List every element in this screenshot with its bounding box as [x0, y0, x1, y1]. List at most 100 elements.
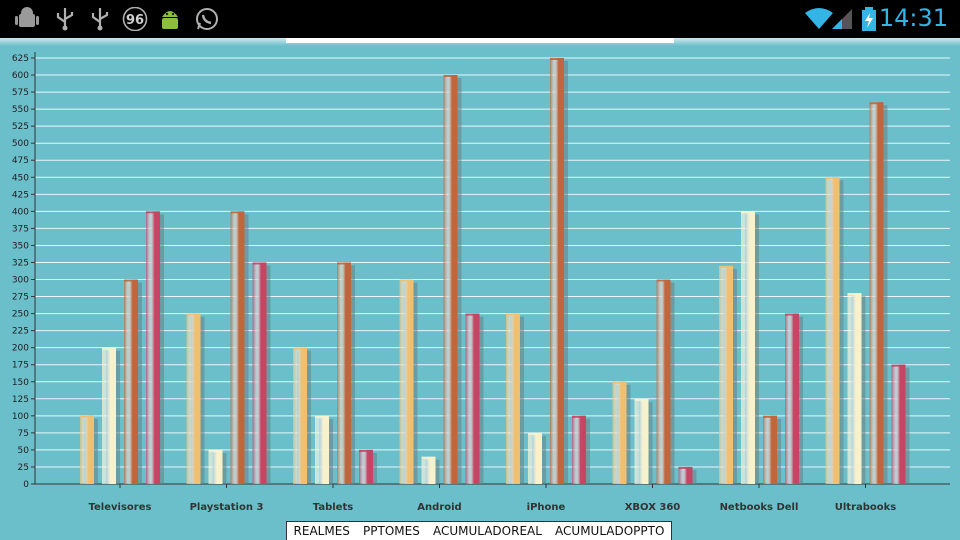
legend-item-realmes: REALMES: [293, 524, 350, 538]
bar-realmes: [825, 177, 840, 484]
x-tick-label: Tablets: [313, 502, 353, 513]
bar-top: [337, 262, 351, 265]
x-tick-label: iPhone: [527, 502, 566, 513]
bar-pptomes: [102, 347, 116, 484]
bar-top: [421, 456, 436, 459]
y-tick-label: 0: [23, 480, 29, 490]
legend-item-acumuladoreal: ACUMULADOREAL: [432, 524, 542, 538]
bar-top: [847, 293, 862, 296]
usb-icon: [56, 8, 74, 31]
x-tick-label: Android: [417, 502, 461, 513]
android-debug-icon: [15, 7, 39, 27]
bar-acumuladoreal: [124, 279, 138, 484]
y-tick-label: 50: [18, 446, 30, 456]
bar-acumuladoppto: [359, 449, 373, 484]
bar-top: [230, 211, 245, 214]
bar-top: [293, 347, 307, 350]
y-tick-label: 100: [12, 412, 29, 422]
bar-acumuladoppto: [465, 313, 480, 484]
bar-top: [506, 313, 520, 316]
y-tick-label: 600: [12, 71, 29, 81]
bar-acumuladoreal: [763, 415, 777, 484]
y-tick-label: 525: [12, 122, 29, 132]
bar-pptomes: [421, 456, 436, 484]
bar-top: [465, 313, 480, 316]
bar-acumuladoreal: [443, 75, 458, 484]
y-tick-label: 325: [12, 258, 29, 268]
bar-top: [399, 279, 414, 282]
legend: REALMES PPTOMES ACUMULADOREAL ACUMULADOPPTO: [286, 521, 672, 540]
y-tick-label: 550: [12, 105, 29, 115]
y-tick-label: 200: [12, 344, 29, 354]
bar-top: [186, 313, 201, 316]
bar-top: [678, 466, 693, 469]
bar-top: [124, 279, 138, 282]
clock: 14:31: [878, 4, 948, 32]
bar-realmes: [612, 381, 627, 484]
bar-acumuladoppto: [785, 313, 799, 484]
usb-icon: [91, 8, 109, 31]
bar-acumuladoppto: [252, 262, 267, 484]
bar-realmes: [186, 313, 201, 484]
bar-realmes: [80, 415, 94, 484]
bar-pptomes: [847, 293, 862, 484]
bar-top: [146, 211, 160, 214]
y-tick-label: 150: [12, 378, 29, 388]
bar-pptomes: [528, 432, 542, 484]
bar-top: [719, 265, 733, 268]
wifi-icon: [805, 8, 833, 29]
y-tick-label: 475: [12, 156, 29, 166]
y-tick-label: 350: [12, 241, 29, 251]
bar-pptomes: [634, 398, 649, 484]
bar-acumuladoppto: [678, 466, 693, 484]
x-tick-label: Ultrabooks: [835, 502, 897, 513]
bar-top: [252, 262, 267, 265]
bar-top: [634, 398, 649, 401]
bar-pptomes: [315, 415, 329, 484]
x-tick-label: Playstation 3: [190, 502, 264, 513]
bar-top: [359, 449, 373, 452]
bar-realmes: [719, 265, 733, 484]
legend-item-acumuladoppto: ACUMULADOPPTO: [555, 524, 665, 538]
bar-acumuladoreal: [230, 211, 245, 485]
bar-realmes: [506, 313, 520, 484]
battery-charging-icon: [862, 7, 876, 31]
status-bar: 96 14:31: [0, 0, 960, 38]
badge-96-icon: 96: [122, 7, 148, 31]
bar-top: [315, 415, 329, 418]
svg-text:96: 96: [126, 13, 144, 28]
signal-icon: [832, 9, 852, 29]
bar-acumuladoppto: [146, 211, 160, 485]
y-tick-label: 175: [12, 361, 29, 371]
bar-acumuladoppto: [572, 415, 586, 484]
y-tick-label: 300: [12, 276, 29, 286]
y-tick-label: 400: [12, 207, 29, 217]
bar-top: [869, 102, 884, 105]
bar-top: [891, 364, 906, 367]
bar-acumuladoreal: [656, 279, 671, 484]
y-tick-label: 625: [12, 54, 29, 64]
android-robot-icon: [162, 11, 178, 29]
bar-top: [528, 432, 542, 435]
bar-acumuladoreal: [337, 262, 351, 484]
y-tick-label: 500: [12, 139, 29, 149]
bar-top: [572, 415, 586, 418]
x-tick-label: XBOX 360: [625, 502, 681, 513]
bar-realmes: [293, 347, 307, 484]
y-tick-label: 450: [12, 173, 29, 183]
y-tick-label: 575: [12, 88, 29, 98]
legend-item-pptomes: PPTOMES: [363, 524, 420, 538]
bar-acumuladoreal: [869, 102, 884, 484]
bar-acumuladoreal: [550, 58, 564, 484]
bar-pptomes: [208, 449, 223, 484]
y-tick-label: 275: [12, 293, 29, 303]
bar-realmes: [399, 279, 414, 484]
bar-top: [443, 75, 458, 78]
x-tick-label: Netbooks Dell: [720, 502, 799, 513]
bar-acumuladoppto: [891, 364, 906, 484]
y-tick-label: 125: [12, 395, 29, 405]
bar-top: [80, 415, 94, 418]
bar-top: [656, 279, 671, 282]
bar-top: [763, 415, 777, 418]
